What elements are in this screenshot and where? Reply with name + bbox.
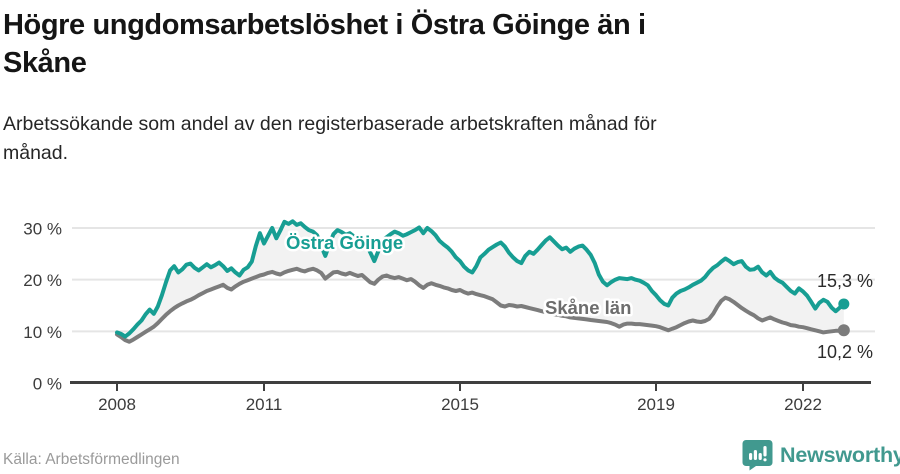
series-gap-area [117,221,844,342]
x-axis-ticks: 2008 2011 2015 2019 2022 [98,383,822,414]
x-tick-label: 2022 [784,395,822,414]
ostra-goinge-line [115,219,846,339]
title-line-1: Högre ungdomsarbetslöshet i Östra Göinge… [3,9,646,41]
skane-series-label: Skåne län [545,297,631,318]
skane-line [115,266,846,344]
x-tick-label: 2019 [637,395,675,414]
page-title: Högre ungdomsarbetslöshet i Östra Göinge… [3,6,883,82]
skane-end-value-label: 10,2 % [817,342,873,362]
page-subtitle: Arbetssökande som andel av den registerb… [3,110,883,168]
subtitle-line-1: Arbetssökande som andel av den registerb… [3,113,657,135]
ostra-goinge-series-label: Östra Göinge [286,232,403,253]
skane-endpoint-dot [837,324,850,337]
x-tick-label: 2008 [98,395,136,414]
newsworthy-logo: Newsworthy [742,439,900,471]
ostra-goinge-end-value-label: 15,3 % [817,271,873,291]
newsworthy-logo-icon [742,440,773,471]
y-tick-label: 10 % [23,323,62,342]
ostra-goinge-endpoint-dot [838,298,850,310]
y-tick-label: 30 % [23,219,62,238]
logo-bubble-shape [742,440,773,471]
source-credit: Källa: Arbetsförmedlingen [3,451,180,468]
y-axis-labels: 0 % 10 % 20 % 30 % [23,219,62,393]
y-tick-label: 20 % [23,271,62,290]
subtitle-line-2: månad. [3,142,69,164]
newsworthy-wordmark: Newsworthy [780,442,900,467]
title-line-2: Skåne [3,47,87,79]
y-tick-label: 0 % [33,375,62,394]
x-tick-label: 2015 [441,395,479,414]
logo-bar-chart-glyph [749,446,767,462]
x-tick-label: 2011 [246,395,283,414]
